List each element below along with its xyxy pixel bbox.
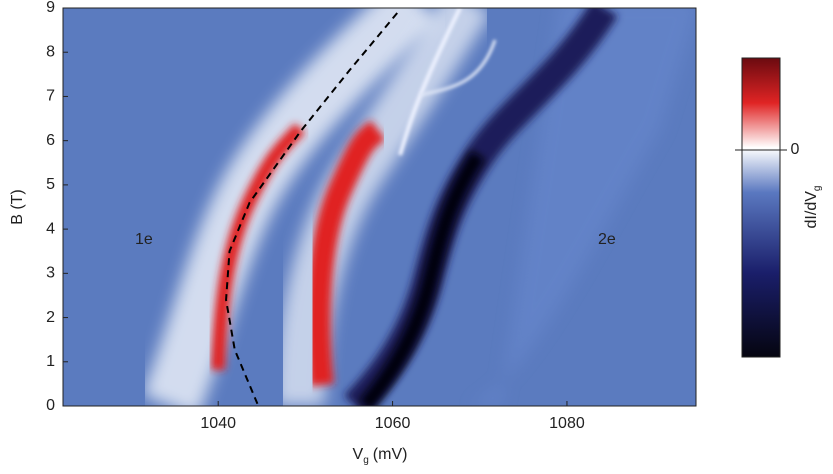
plot-frame xyxy=(62,7,697,407)
y-tick-label: 9 xyxy=(46,0,55,16)
x-tick-label: 1060 xyxy=(375,415,411,432)
y-tick-label: 3 xyxy=(46,265,55,282)
colorbar-title-main: dI/dV xyxy=(803,191,820,229)
colorbar-title: dI/dVg xyxy=(803,186,822,229)
line xyxy=(225,9,401,405)
annotation: 1e xyxy=(135,231,153,248)
y-axis-title: B (T) xyxy=(9,189,26,225)
y-tick-label: 7 xyxy=(46,88,55,105)
annotation: 2e xyxy=(598,231,616,248)
y-tick-label: 5 xyxy=(46,176,55,193)
x-tick-label: 1040 xyxy=(200,415,236,432)
x-axis-title: Vg (mV) xyxy=(353,446,408,465)
y-tick-label: 2 xyxy=(46,309,55,326)
x-axis-title-sub: g xyxy=(363,455,369,466)
y-tick-label: 8 xyxy=(46,43,55,60)
colorbar-tick-label: 0 xyxy=(791,141,800,158)
colorbar xyxy=(741,57,781,358)
y-tick-label: 4 xyxy=(46,220,55,237)
y-tick-label: 1 xyxy=(46,353,55,370)
colorbar-title-sub: g xyxy=(812,186,823,192)
heatmap xyxy=(63,8,696,406)
x-axis-title-unit: (mV) xyxy=(373,446,408,463)
y-tick-label: 0 xyxy=(46,397,55,414)
x-tick-label: 1080 xyxy=(549,415,585,432)
y-tick-label: 6 xyxy=(46,132,55,149)
x-axis-title-main: V xyxy=(353,446,364,463)
